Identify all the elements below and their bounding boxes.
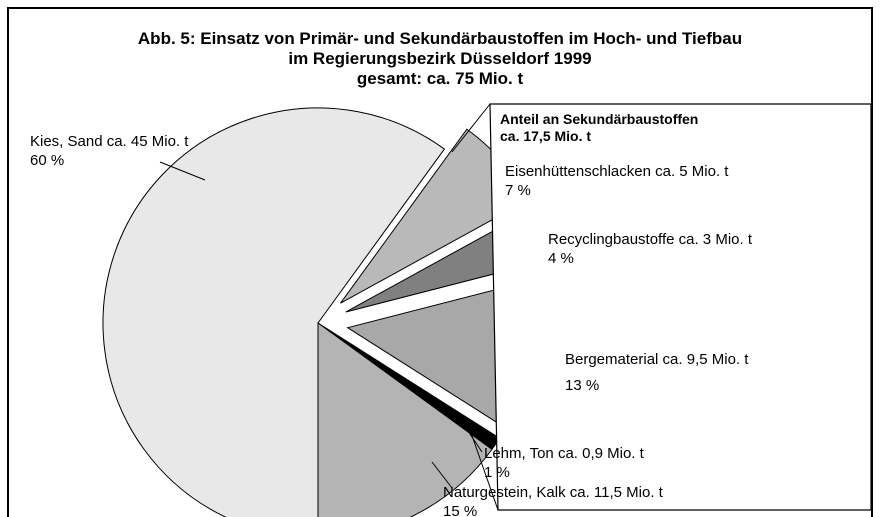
slice-label: Naturgestein, Kalk ca. 11,5 Mio. t (443, 484, 664, 501)
value-label: 1 % (484, 464, 510, 481)
slice-label: Eisenhüttenschlacken ca. 5 Mio. t (505, 163, 729, 180)
slice-label: Kies, Sand ca. 45 Mio. t (30, 133, 189, 150)
pie-slice (317, 322, 493, 517)
annotation: Anteil an Sekundärbaustoffen (500, 111, 698, 127)
value-label: 13 % (565, 377, 599, 394)
value-label: 7 % (505, 182, 531, 199)
leader-line (465, 427, 483, 453)
slice-label: Recyclingbaustoffe ca. 3 Mio. t (548, 231, 753, 248)
title: im Regierungsbezirk Düsseldorf 1999 (288, 49, 591, 68)
annotation-line (469, 429, 499, 511)
value-label: 60 % (30, 152, 64, 169)
leader-line (431, 461, 453, 489)
slice-label: Lehm, Ton ca. 0,9 Mio. t (484, 445, 645, 462)
slice-label: Bergematerial ca. 9,5 Mio. t (565, 351, 749, 368)
value-label: 15 % (443, 503, 477, 517)
annotation: ca. 17,5 Mio. t (500, 128, 591, 144)
pie-slice (102, 107, 446, 517)
value-label: 4 % (548, 250, 574, 267)
title: Abb. 5: Einsatz von Primär- und Sekundär… (138, 29, 742, 48)
title: gesamt: ca. 75 Mio. t (357, 69, 524, 88)
annotation-line (451, 103, 491, 153)
annotation-box (489, 103, 872, 511)
leader-line (159, 161, 206, 181)
